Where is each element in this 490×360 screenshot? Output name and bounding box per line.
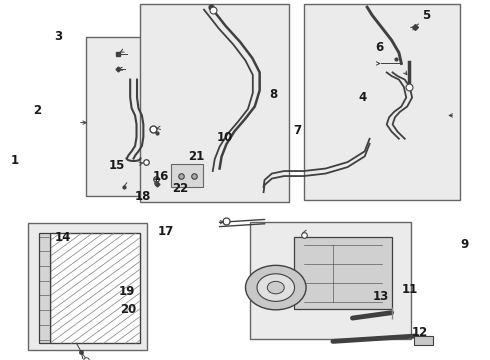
Text: 12: 12 bbox=[412, 326, 428, 339]
Text: 2: 2 bbox=[33, 104, 41, 117]
Text: 16: 16 bbox=[153, 170, 169, 183]
Bar bbox=[304, 4, 460, 200]
Bar bbox=[140, 4, 289, 202]
Text: 7: 7 bbox=[294, 124, 302, 137]
Text: 14: 14 bbox=[55, 231, 72, 244]
Text: 9: 9 bbox=[461, 238, 469, 251]
Bar bbox=[49, 233, 140, 343]
Text: 6: 6 bbox=[375, 41, 384, 54]
Bar bbox=[86, 37, 191, 196]
Text: 8: 8 bbox=[269, 88, 277, 101]
Circle shape bbox=[268, 282, 284, 294]
Text: 11: 11 bbox=[402, 283, 418, 296]
Bar bbox=[171, 164, 203, 187]
Text: 4: 4 bbox=[358, 91, 367, 104]
Text: 15: 15 bbox=[109, 159, 125, 172]
Text: 22: 22 bbox=[172, 183, 189, 195]
Circle shape bbox=[257, 274, 294, 301]
Text: 3: 3 bbox=[54, 30, 62, 43]
Text: 13: 13 bbox=[373, 290, 389, 303]
Bar bbox=[27, 223, 147, 350]
Text: 21: 21 bbox=[188, 150, 204, 163]
Text: 10: 10 bbox=[217, 131, 233, 144]
Bar bbox=[39, 233, 49, 343]
Text: 5: 5 bbox=[422, 9, 430, 22]
Bar bbox=[414, 336, 433, 345]
Text: 17: 17 bbox=[158, 225, 174, 238]
Text: 20: 20 bbox=[121, 303, 137, 316]
Text: 19: 19 bbox=[119, 285, 135, 298]
Text: 1: 1 bbox=[10, 154, 19, 167]
Bar bbox=[250, 222, 411, 338]
Circle shape bbox=[245, 265, 306, 310]
Bar bbox=[294, 237, 392, 309]
Text: 18: 18 bbox=[134, 190, 150, 203]
